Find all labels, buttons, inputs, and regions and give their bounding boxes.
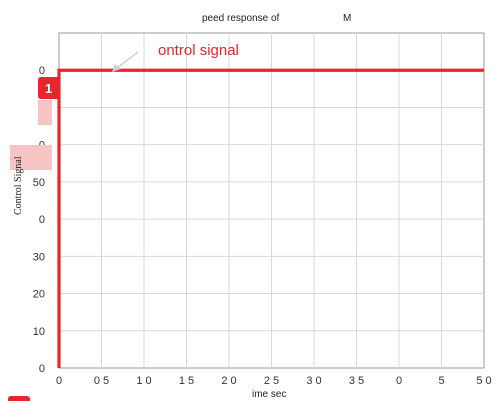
x-tick-label: 1 5 [179, 375, 194, 387]
chart-title-part-2: M [343, 13, 351, 24]
arrow-head-icon [112, 64, 121, 72]
arrow-icon [116, 51, 139, 69]
y-tick-label: 0 [39, 363, 45, 375]
y-axis-label: Control Signal [13, 156, 24, 215]
x-tick-label: 5 0 [476, 375, 491, 387]
x-axis-label: ime sec [252, 389, 286, 400]
x-axis-ticks: 0 0 5 1 0 1 5 2 0 2 5 3 0 3 5 0 5 5 0 [56, 375, 492, 387]
x-tick-label: 2 0 [221, 375, 236, 387]
y-tick-label: 50 [33, 177, 45, 189]
x-tick-label: 0 5 [94, 375, 109, 387]
ylabel-highlight-bottom [10, 145, 52, 170]
x-tick-label: 2 5 [264, 375, 279, 387]
x-tick-label: 3 0 [306, 375, 321, 387]
y-tick-label: 0 [39, 65, 45, 77]
x-tick-label: 3 5 [349, 375, 364, 387]
x-tick-label: 1 0 [136, 375, 151, 387]
x-tick-label: 0 [396, 375, 402, 387]
ylabel-highlight-top [38, 100, 52, 125]
annotation-label: ontrol signal [158, 42, 239, 59]
series-line [57, 68, 484, 368]
y-tick-label: 0 [39, 214, 45, 226]
marker-badge-label: 1 [45, 81, 52, 96]
y-tick-label: 20 [33, 289, 45, 301]
series-layer [57, 68, 484, 368]
y-tick-label: 30 [33, 251, 45, 263]
chart-title-part-1: peed response of [202, 13, 280, 24]
x-tick-label: 5 [438, 375, 444, 387]
x-tick-label: 0 [56, 375, 62, 387]
y-tick-label: 10 [33, 326, 45, 338]
grid [59, 33, 484, 368]
bottom-marker [8, 396, 30, 401]
marker-badge [38, 77, 60, 99]
y-axis-ticks: 0102030050000 [33, 65, 45, 375]
